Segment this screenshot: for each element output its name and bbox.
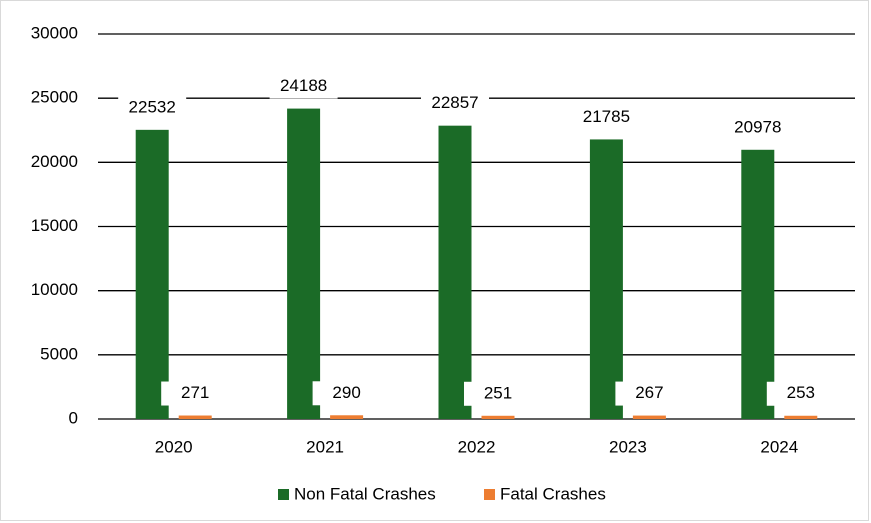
data-label-bg (572, 105, 641, 130)
data-label-bg (723, 115, 792, 140)
x-tick-label: 2022 (458, 437, 496, 456)
y-tick-label: 30000 (31, 23, 78, 42)
x-tick-label: 2024 (760, 437, 798, 456)
bar (481, 415, 515, 419)
bar (632, 415, 666, 419)
y-tick-label: 15000 (31, 216, 78, 235)
data-label: 22857 (431, 93, 478, 112)
y-tick-label: 5000 (40, 344, 78, 363)
legend-label: Fatal Crashes (500, 484, 606, 503)
y-tick-label: 0 (69, 408, 78, 427)
bar (330, 415, 364, 419)
data-label: 267 (635, 383, 663, 402)
bar (741, 149, 775, 419)
data-label-bg (615, 381, 684, 406)
x-tick-label: 2023 (609, 437, 647, 456)
bar (784, 415, 818, 419)
data-label: 251 (484, 383, 512, 402)
data-label: 24188 (280, 76, 327, 95)
bar (438, 125, 472, 419)
bar (589, 139, 623, 419)
bar (135, 129, 169, 419)
data-label-bg (421, 91, 489, 116)
x-tick-label: 2020 (155, 437, 193, 456)
data-label-bg (766, 381, 835, 406)
legend-swatch (278, 489, 289, 500)
data-label-bg (312, 381, 381, 406)
legend-label: Non Fatal Crashes (294, 484, 436, 503)
legend-swatch (484, 489, 495, 500)
data-label-bg (269, 74, 338, 99)
bar (178, 415, 212, 419)
bar (287, 108, 321, 419)
y-tick-label: 10000 (31, 280, 78, 299)
data-label: 21785 (583, 107, 630, 126)
data-label-bg (161, 381, 230, 406)
data-label: 20978 (734, 117, 781, 136)
y-tick-label: 20000 (31, 152, 78, 171)
data-label: 271 (181, 383, 209, 402)
data-label: 290 (332, 383, 360, 402)
data-label: 22532 (129, 97, 176, 116)
data-label: 253 (787, 383, 815, 402)
data-label-bg (464, 381, 532, 406)
data-label-bg (118, 95, 187, 120)
x-tick-label: 2021 (306, 437, 344, 456)
y-tick-label: 25000 (31, 88, 78, 107)
